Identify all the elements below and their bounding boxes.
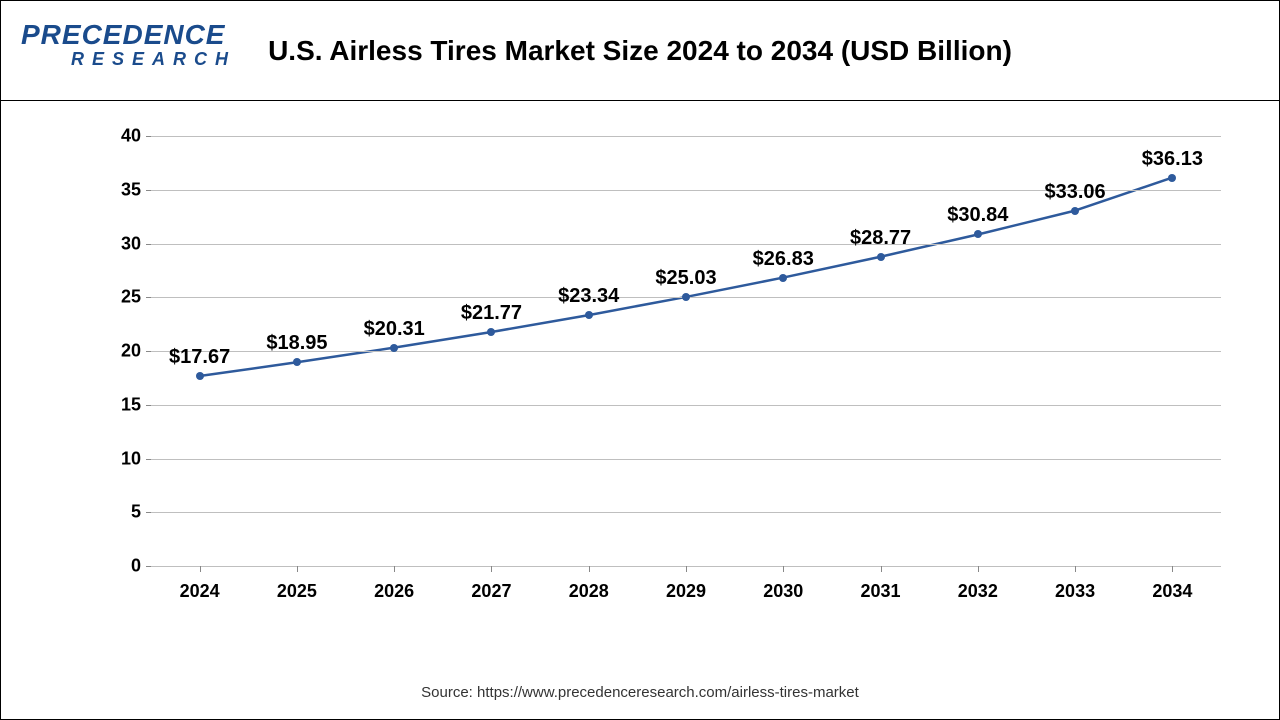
data-label: $18.95 [266, 332, 327, 355]
x-tick-mark [1172, 566, 1173, 572]
data-label: $36.13 [1142, 148, 1203, 171]
data-label: $20.31 [364, 318, 425, 341]
y-tick-label: 25 [101, 287, 141, 308]
y-tick-mark [146, 459, 151, 460]
gridline [151, 405, 1221, 406]
data-point [390, 344, 398, 352]
y-tick-mark [146, 297, 151, 298]
chart-area: $17.67 $18.95 $20.31 $21.77 $23.34 $25.03 $26.… [111, 136, 1221, 606]
chart-frame: PRECEDENCE RESEARCH U.S. Airless Tires M… [0, 0, 1280, 720]
y-tick-label: 10 [101, 448, 141, 469]
logo-main-text: PRECEDENCE [21, 19, 261, 51]
x-tick-label: 2026 [354, 581, 434, 602]
y-tick-label: 5 [101, 502, 141, 523]
y-tick-mark [146, 405, 151, 406]
logo-sub-text: RESEARCH [71, 49, 261, 70]
y-tick-label: 30 [101, 233, 141, 254]
x-tick-mark [589, 566, 590, 572]
x-tick-label: 2034 [1132, 581, 1212, 602]
gridline [151, 244, 1221, 245]
x-tick-mark [881, 566, 882, 572]
x-tick-label: 2031 [841, 581, 921, 602]
data-point [196, 372, 204, 380]
y-tick-label: 15 [101, 394, 141, 415]
y-tick-label: 35 [101, 179, 141, 200]
logo: PRECEDENCE RESEARCH [21, 19, 261, 70]
x-tick-label: 2033 [1035, 581, 1115, 602]
data-label: $17.67 [169, 346, 230, 369]
x-tick-mark [394, 566, 395, 572]
source-text: Source: https://www.precedenceresearch.c… [1, 684, 1279, 701]
x-tick-label: 2024 [160, 581, 240, 602]
data-point [877, 253, 885, 261]
x-tick-mark [686, 566, 687, 572]
x-tick-label: 2025 [257, 581, 337, 602]
data-point [487, 328, 495, 336]
data-point [585, 311, 593, 319]
x-tick-mark [491, 566, 492, 572]
data-point [1071, 207, 1079, 215]
y-tick-mark [146, 244, 151, 245]
data-label: $21.77 [461, 302, 522, 325]
data-label: $25.03 [655, 267, 716, 290]
y-tick-mark [146, 136, 151, 137]
x-tick-label: 2030 [743, 581, 823, 602]
y-tick-mark [146, 512, 151, 513]
x-tick-label: 2029 [646, 581, 726, 602]
header-bar: PRECEDENCE RESEARCH U.S. Airless Tires M… [1, 1, 1279, 101]
x-tick-mark [1075, 566, 1076, 572]
data-point [974, 230, 982, 238]
x-tick-label: 2032 [938, 581, 1018, 602]
data-point [682, 293, 690, 301]
plot-region: $17.67 $18.95 $20.31 $21.77 $23.34 $25.03 $26.… [151, 136, 1221, 566]
y-tick-label: 0 [101, 556, 141, 577]
data-point [779, 274, 787, 282]
y-tick-mark [146, 566, 151, 567]
data-label: $30.84 [947, 205, 1008, 228]
x-tick-mark [783, 566, 784, 572]
x-tick-mark [978, 566, 979, 572]
y-tick-label: 20 [101, 341, 141, 362]
gridline [151, 512, 1221, 513]
gridline [151, 459, 1221, 460]
data-point [1168, 174, 1176, 182]
data-label: $28.77 [850, 227, 911, 250]
x-tick-label: 2027 [451, 581, 531, 602]
gridline [151, 136, 1221, 137]
y-tick-label: 40 [101, 126, 141, 147]
data-label: $26.83 [753, 248, 814, 271]
x-tick-mark [200, 566, 201, 572]
data-point [293, 358, 301, 366]
x-tick-mark [297, 566, 298, 572]
data-label: $23.34 [558, 285, 619, 308]
y-tick-mark [146, 190, 151, 191]
y-tick-mark [146, 351, 151, 352]
x-tick-label: 2028 [549, 581, 629, 602]
data-label: $33.06 [1044, 181, 1105, 204]
